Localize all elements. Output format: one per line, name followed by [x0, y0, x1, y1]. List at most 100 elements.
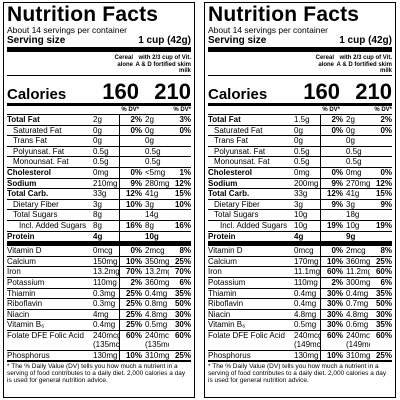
dv-head-cereal: % DV* — [121, 107, 139, 113]
amount-cereal: 0mg — [294, 167, 321, 179]
nutrient-name: Saturated Fat — [7, 125, 93, 137]
dv-cereal — [320, 135, 344, 147]
amount-cereal: 0mcg — [294, 243, 321, 257]
nutrient-row: Iron 11.1mg 60% 11.2mg 60% — [208, 266, 392, 278]
dv-milk — [370, 156, 392, 168]
dv-head-milk: % DV* — [374, 107, 392, 113]
amount-cereal: 240mcg (135mcg) — [93, 330, 120, 351]
nutrient-row: Saturated Fat 0g 0% 0g 0% — [7, 125, 191, 137]
dv-milk — [169, 135, 191, 147]
amount-cereal: 3g — [93, 199, 120, 211]
amount-milk: 3g — [143, 199, 169, 211]
dv-milk: 0% — [370, 167, 392, 179]
footnote: * The % Daily Value (DV) tells you how m… — [7, 361, 191, 384]
nutrient-row: Trans Fat 0g 0g — [208, 135, 392, 147]
amount-milk: 3g — [344, 199, 370, 211]
nutrient-row: Total Carb. 33g 12% 41g 15% — [208, 188, 392, 200]
nutrient-row: Vitamin B₆ 0.4mg 25% 0.5mg 30% — [7, 319, 191, 331]
nutrient-row: Protein 4g 9g — [208, 231, 392, 247]
nutrient-row: Vitamin B₆ 0.5mg 30% 0.6mg 35% — [208, 319, 392, 331]
calories-row: Calories 160 210 — [208, 76, 392, 103]
nutrient-name: Iron — [7, 266, 93, 278]
amount-milk: 0.5g — [344, 146, 370, 158]
nutrient-name: Total Carb. — [208, 188, 294, 200]
dv-milk: 25% — [370, 256, 392, 268]
column-spacer — [7, 52, 99, 75]
dv-milk: 50% — [169, 298, 191, 310]
dv-cereal — [320, 156, 344, 168]
dv-milk: 70% — [169, 266, 191, 278]
amount-cereal: 8g — [93, 209, 120, 221]
dv-milk — [370, 146, 392, 158]
dv-cereal: 70% — [119, 266, 143, 278]
nutrient-row: Saturated Fat 0g 0% 0g 0% — [208, 125, 392, 137]
nutrient-name: Folate DFE Folic Acid — [7, 330, 93, 351]
dv-milk: 25% — [370, 350, 392, 362]
amount-cereal: 110mg — [93, 277, 120, 289]
column-head-milk: with 2/3 cup of Vit. A & D fortified ski… — [336, 55, 392, 74]
serving-size-row: Serving size 1 cup (42g) — [208, 35, 392, 52]
nutrient-row: Monounsat. Fat 0.5g 0.5g — [7, 156, 191, 168]
dv-cereal: 60% — [320, 266, 344, 278]
amount-milk: 350mg — [143, 256, 169, 268]
amount-milk: 2g — [143, 115, 169, 126]
nutrient-name: Thiamin — [7, 288, 93, 300]
amount-milk: 10g — [143, 231, 169, 247]
dv-cereal: 60% — [320, 330, 344, 351]
dv-milk: 8% — [370, 243, 392, 257]
amount-cereal: 0mcg — [93, 243, 120, 257]
nutrient-name: Calcium — [7, 256, 93, 268]
amount-cereal: 200mg — [294, 178, 321, 190]
amount-milk: 41g — [143, 188, 169, 200]
amount-milk: 310mg — [143, 350, 169, 362]
dv-cereal: 2% — [119, 277, 143, 289]
amount-milk: 360mg — [143, 277, 169, 289]
dv-cereal — [119, 146, 143, 158]
column-head-cereal: Cereal alone — [114, 55, 133, 68]
amount-milk: 4.8mg — [344, 309, 370, 321]
nutrient-row: Cholesterol 0mg 0% 0mg 0% — [208, 167, 392, 179]
nutrient-name: Iron — [208, 266, 294, 278]
dv-cereal: 25% — [119, 288, 143, 300]
amount-milk: 0.5g — [344, 156, 370, 168]
dv-cereal: 25% — [119, 298, 143, 310]
dv-milk: 16% — [169, 220, 191, 232]
dv-cereal: 10% — [119, 256, 143, 268]
amount-milk: 0.4mg — [344, 288, 370, 300]
amount-milk: 13.2mg — [143, 266, 169, 278]
amount-milk: 0g — [344, 135, 370, 147]
nutrient-name: Dietary Fiber — [208, 199, 294, 211]
panel-title: Nutrition Facts — [7, 3, 159, 26]
amount-milk: 0.5g — [143, 156, 169, 168]
amount-milk: 240mcg (149mcg) — [344, 330, 370, 351]
dv-milk: 0% — [370, 125, 392, 137]
amount-milk: 41g — [344, 188, 370, 200]
amount-cereal: 240mcg (149mcg) — [294, 330, 321, 351]
amount-milk: 0mg — [344, 167, 370, 179]
nutrient-row: Total Carb. 33g 12% 41g 15% — [7, 188, 191, 200]
nutrient-row: Total Sugars 8g 14g — [7, 209, 191, 221]
amount-cereal: 0.4mg — [294, 288, 321, 300]
servings-per-container: About 14 servings per container — [7, 25, 128, 35]
dv-milk — [169, 146, 191, 158]
amount-milk: 4.8mg — [143, 309, 169, 321]
dv-milk — [370, 231, 392, 247]
nutrient-name: Thiamin — [208, 288, 294, 300]
nutrient-name: Sodium — [7, 178, 93, 190]
dv-milk: 12% — [370, 178, 392, 190]
amount-cereal: 13.2mg — [93, 266, 120, 278]
dv-cereal: 25% — [119, 319, 143, 331]
dv-milk — [169, 231, 191, 247]
serving-size-value: 1 cup (42g) — [138, 35, 191, 46]
amount-cereal: 0g — [93, 135, 120, 147]
dv-cereal: 0% — [119, 125, 143, 137]
dv-milk: 19% — [370, 220, 392, 232]
nutrient-name: Niacin — [7, 309, 93, 321]
dv-cereal: 10% — [119, 199, 143, 211]
amount-cereal: 0.5g — [93, 146, 120, 158]
amount-cereal: 8g — [93, 220, 120, 232]
serving-size-label: Serving size — [208, 35, 267, 46]
dv-milk: 50% — [370, 298, 392, 310]
